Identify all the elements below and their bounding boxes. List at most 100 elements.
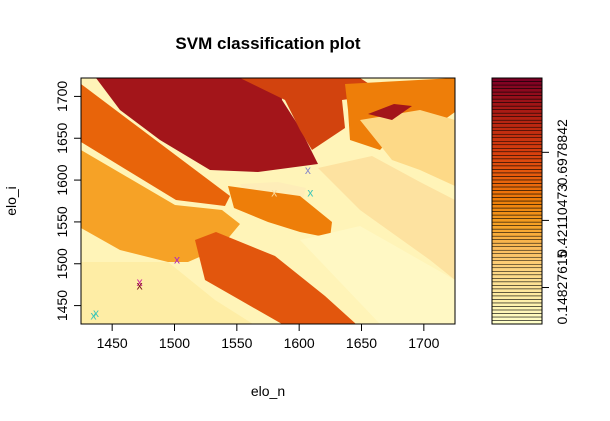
color-key-cell xyxy=(491,278,543,283)
color-key-cell xyxy=(491,116,543,121)
color-key-cell xyxy=(491,151,543,156)
color-key-cell xyxy=(491,246,543,251)
color-key-cell xyxy=(491,204,543,209)
color-key-cell xyxy=(491,256,543,261)
color-key-label: 0.14827615 xyxy=(554,250,570,324)
color-key-cell xyxy=(491,77,543,82)
data-point: x xyxy=(137,279,143,293)
color-key-cell xyxy=(491,91,543,96)
region-lower-light xyxy=(81,262,253,324)
color-key-cell xyxy=(491,102,543,107)
region-lower-red-band xyxy=(195,232,356,324)
color-key-cell xyxy=(491,295,543,300)
data-point: x xyxy=(90,309,96,323)
color-key-cell xyxy=(491,197,543,202)
color-key-cell xyxy=(491,179,543,184)
color-key-cell xyxy=(491,260,543,265)
color-key-label: 0.6978842 xyxy=(554,119,570,185)
color-key-cell xyxy=(491,242,543,247)
color-key-cell xyxy=(491,309,543,314)
color-key-cell xyxy=(491,109,543,114)
color-key-frame xyxy=(491,77,543,325)
color-key-cell xyxy=(491,316,543,321)
data-point: x xyxy=(305,163,311,177)
y-tick-label: 1600 xyxy=(54,164,70,195)
color-key-cell xyxy=(491,271,543,276)
color-key-cell xyxy=(491,133,543,138)
color-key-cell xyxy=(491,274,543,279)
region-upper-right-light xyxy=(360,110,455,186)
color-key-cell xyxy=(491,165,543,170)
x-tick-label: 1450 xyxy=(97,335,128,351)
color-key-cell xyxy=(491,235,543,240)
color-key-cell xyxy=(491,148,543,153)
color-key-cell xyxy=(491,144,543,149)
chart-title: SVM classification plot xyxy=(175,34,360,53)
color-key-cell xyxy=(491,105,543,110)
region-left-dark-orange xyxy=(81,84,230,206)
color-key-cell xyxy=(491,158,543,163)
region-right-lower-light xyxy=(300,226,455,324)
color-key-cell xyxy=(491,95,543,100)
x-axis-label: elo_n xyxy=(251,383,285,399)
color-key-cell xyxy=(491,98,543,103)
color-key-cell xyxy=(491,253,543,258)
color-key-cell xyxy=(491,141,543,146)
color-key-cell xyxy=(491,169,543,174)
decision-surface xyxy=(81,78,455,324)
y-tick-label: 1450 xyxy=(54,290,70,321)
x-axis: 1450 1500 1550 1600 1650 1700 xyxy=(97,323,440,351)
data-point: x xyxy=(271,186,277,200)
data-point: x xyxy=(174,253,180,267)
color-key-cell xyxy=(491,88,543,93)
data-point: x xyxy=(137,275,143,289)
color-key-cell xyxy=(491,211,543,216)
region-center-orange-band xyxy=(228,186,332,238)
y-tick-label: 1550 xyxy=(54,206,70,237)
color-key-cell xyxy=(491,155,543,160)
region-left-orange xyxy=(81,150,240,262)
color-key-cell xyxy=(491,123,543,128)
color-key-cell xyxy=(491,207,543,212)
color-key-cell xyxy=(491,292,543,297)
color-key-cell xyxy=(491,126,543,131)
color-key-cell xyxy=(491,302,543,307)
color-key-cell xyxy=(491,130,543,135)
color-key-cell xyxy=(491,176,543,181)
color-key-cell xyxy=(491,218,543,223)
color-key-cell xyxy=(491,288,543,293)
color-key-cell xyxy=(491,228,543,233)
y-axis: 1450 1500 1550 1600 1650 1700 xyxy=(54,81,82,321)
color-key-cell xyxy=(491,320,543,325)
data-point: x xyxy=(93,306,99,320)
color-key-cell xyxy=(491,313,543,318)
color-key-cell xyxy=(491,239,543,244)
color-key-cell xyxy=(491,281,543,286)
color-key-cell xyxy=(491,232,543,237)
color-key-cell xyxy=(491,285,543,290)
data-point: x xyxy=(307,186,313,200)
color-key-cell xyxy=(491,249,543,254)
color-key-cell xyxy=(491,183,543,188)
x-tick-label: 1500 xyxy=(159,335,190,351)
x-tick-label: 1700 xyxy=(408,335,439,351)
color-key-cell xyxy=(491,193,543,198)
y-tick-label: 1650 xyxy=(54,122,70,153)
color-key-cell xyxy=(491,186,543,191)
color-key-cell xyxy=(491,264,543,269)
color-key-cell xyxy=(491,225,543,230)
x-tick-label: 1650 xyxy=(346,335,377,351)
color-key-cell xyxy=(491,84,543,89)
y-axis-label: elo_i xyxy=(3,186,19,216)
color-key-label: 0.42110473 xyxy=(554,184,570,257)
y-tick-label: 1500 xyxy=(54,248,70,279)
color-key-cell xyxy=(491,267,543,272)
region-mid-right-tan xyxy=(318,156,455,280)
color-key-cell xyxy=(491,81,543,86)
color-key-cell xyxy=(491,306,543,311)
color-key-cell xyxy=(491,299,543,304)
color-key-cell xyxy=(491,190,543,195)
